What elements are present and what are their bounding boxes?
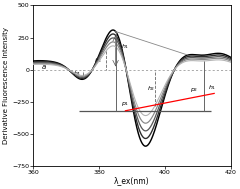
Text: $h_3$: $h_3$ bbox=[94, 56, 102, 65]
Y-axis label: Derivative Fluorescence Intensity: Derivative Fluorescence Intensity bbox=[3, 27, 9, 144]
Text: $p_1$: $p_1$ bbox=[120, 100, 129, 108]
Text: $h_1$: $h_1$ bbox=[120, 42, 129, 51]
Text: $h_4$: $h_4$ bbox=[73, 69, 81, 78]
Text: $h_2$: $h_2$ bbox=[147, 84, 155, 93]
Text: a: a bbox=[42, 64, 46, 70]
Text: $h_1$: $h_1$ bbox=[208, 83, 216, 92]
Text: $p_2$: $p_2$ bbox=[190, 86, 198, 94]
X-axis label: λ_ex(nm): λ_ex(nm) bbox=[114, 177, 150, 186]
